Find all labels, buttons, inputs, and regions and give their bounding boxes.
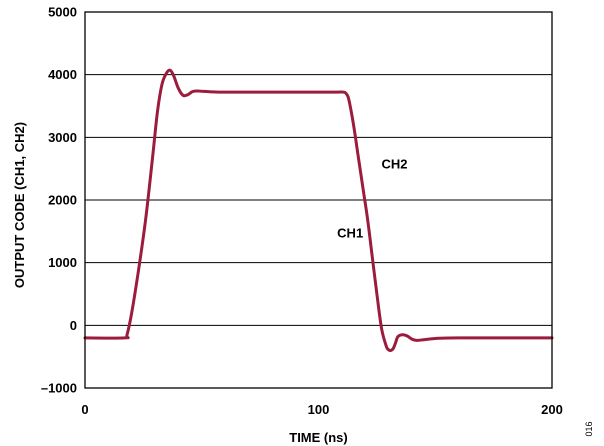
x-tick-label: 100 [308,402,330,417]
x-axis-label: TIME (ns) [289,430,348,445]
grid-lines [85,74,552,326]
y-tick-label: 5000 [48,5,77,20]
y-axis-label: OUTPUT CODE (CH1, CH2) [12,122,27,288]
y-tick-label: –1000 [41,381,77,396]
plot-frame [84,11,553,389]
y-tick-label: 3000 [48,130,77,145]
y-tick-label: 0 [70,318,77,333]
y-tick-label: 1000 [48,255,77,270]
series-line [83,68,554,352]
x-tick-label: 0 [81,402,88,417]
y-tick-label: 2000 [48,193,77,208]
annotations: CH2 CH1 [337,157,407,241]
annotation-ch1: CH1 [337,226,363,241]
annotation-ch2: CH2 [382,157,408,172]
x-tick-label: 200 [541,402,563,417]
y-tick-label: 4000 [48,67,77,82]
x-tick-labels: 0 100 200 [81,402,562,417]
figure-id: 016 [584,421,594,436]
series-group [83,68,554,352]
y-tick-labels: –1000 0 1000 2000 3000 4000 5000 [41,5,77,396]
